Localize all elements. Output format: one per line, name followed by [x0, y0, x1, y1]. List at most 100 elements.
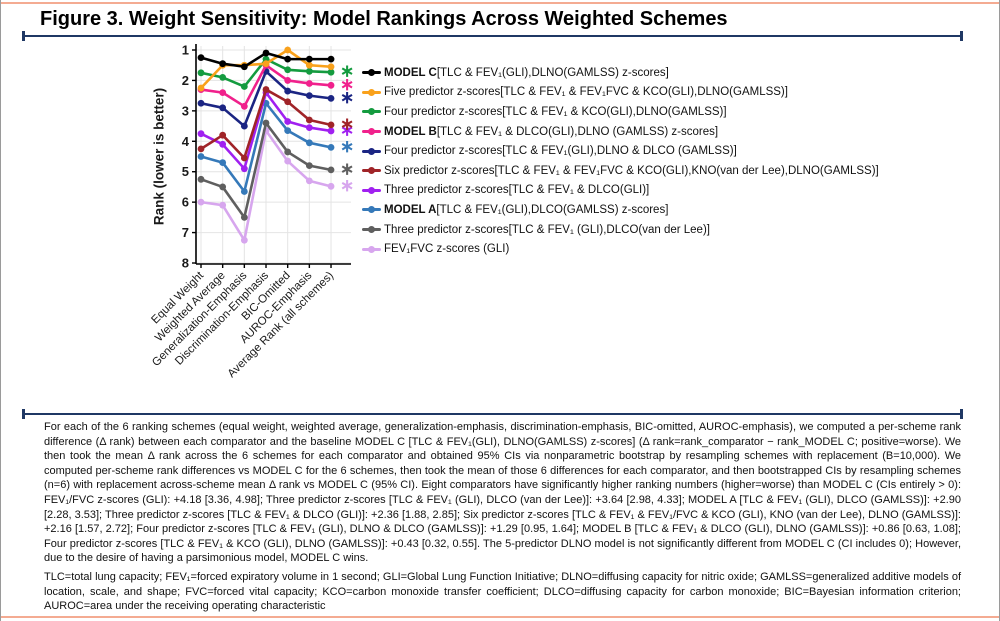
rule-endcap-icon	[960, 409, 963, 419]
data-point	[197, 175, 205, 183]
legend-model-name: MODEL A	[384, 203, 437, 216]
rank-line-chart: 1 2 3 4 5 6 7 8 Equal Weight Weighted Average Gene…	[145, 42, 380, 404]
rule-endcap-icon	[960, 31, 963, 41]
data-point	[240, 102, 248, 110]
data-point	[240, 236, 248, 244]
data-point	[219, 140, 227, 148]
legend-item: Three predictor z-scores[TLC & FEV₁ & DL…	[362, 181, 982, 201]
significance-asterisk: ∗	[340, 75, 354, 94]
y-tick-label: 2	[182, 73, 189, 88]
data-point	[305, 124, 313, 131]
data-point	[197, 145, 205, 153]
legend-label: Five predictor z-scores[TLC & FEV₁ & FEV…	[384, 86, 788, 99]
significance-asterisk: ∗	[340, 114, 354, 133]
y-tick-label: 3	[182, 103, 189, 118]
legend-label: [TLC & FEV₁ & DLCO(GLI),DLNO (GAMLSS) z-…	[436, 125, 719, 138]
data-point	[305, 139, 313, 147]
title-divider-rule	[22, 31, 963, 41]
legend-item: MODEL B [TLC & FEV₁ & DLCO(GLI),DLNO (GA…	[362, 122, 982, 142]
data-point	[219, 183, 227, 191]
data-point	[284, 118, 292, 125]
figure-title: Figure 3. Weight Sensitivity: Model Rank…	[40, 8, 728, 30]
legend-label: Six predictor z-scores[TLC & FEV₁ & FEV₁…	[384, 164, 879, 177]
data-point	[219, 60, 227, 68]
data-point	[197, 198, 205, 206]
data-point	[262, 86, 270, 93]
caption-abbreviations-text: TLC=total lung capacity; FEV₁=forced exp…	[44, 571, 961, 613]
y-tick-label: 6	[182, 195, 189, 210]
data-point	[305, 55, 313, 63]
legend-line-marker-icon	[362, 245, 381, 254]
legend-item: MODEL C [TLC & FEV₁(GLI),DLNO(GAMLSS) z-…	[362, 63, 982, 83]
data-point	[327, 81, 335, 89]
data-point	[240, 165, 248, 173]
legend-line-marker-icon	[362, 107, 381, 116]
data-point	[327, 127, 335, 135]
legend-item: Four predictor z-scores[TLC & FEV₁ & KCO…	[362, 102, 982, 122]
legend-model-name: MODEL B	[384, 125, 437, 138]
data-point	[305, 162, 313, 170]
legend-line-marker-icon	[362, 88, 381, 97]
significance-asterisk: ∗	[340, 176, 354, 195]
data-point	[219, 201, 227, 209]
data-point	[197, 130, 205, 138]
legend-item: Five predictor z-scores[TLC & FEV₁ & FEV…	[362, 83, 982, 103]
data-point	[284, 46, 292, 54]
legend-line-marker-icon	[362, 186, 381, 195]
data-point	[219, 73, 227, 81]
data-point	[327, 55, 335, 63]
bottom-border-line	[0, 616, 1000, 618]
data-point	[197, 84, 205, 92]
legend-line-marker-icon	[362, 68, 381, 77]
data-point	[219, 131, 227, 139]
data-point	[197, 99, 205, 107]
significance-asterisk: ∗	[340, 120, 354, 139]
legend-model-name: MODEL C	[384, 66, 437, 79]
y-tick-label: 7	[182, 225, 189, 240]
legend-label: Four predictor z-scores[TLC & FEV₁(GLI),…	[384, 145, 737, 158]
caption-divider-rule	[22, 409, 963, 419]
caption-methods-text: For each of the 6 ranking schemes (equal…	[44, 421, 961, 565]
data-point	[262, 60, 270, 68]
data-point	[219, 104, 227, 112]
data-point	[327, 68, 335, 76]
legend-label: [TLC & FEV₁(GLI),DLCO(GAMLSS) z-scores]	[436, 203, 669, 216]
data-point	[240, 154, 248, 162]
legend-label: Four predictor z-scores[TLC & FEV₁ & KCO…	[384, 105, 727, 118]
data-point	[284, 55, 292, 63]
legend-line-marker-icon	[362, 166, 381, 175]
data-point	[305, 67, 313, 75]
legend-line-marker-icon	[362, 127, 381, 136]
data-point	[327, 94, 335, 102]
data-point	[284, 148, 292, 156]
data-point	[240, 122, 248, 130]
significance-asterisk: ∗	[340, 62, 354, 81]
data-point	[197, 153, 205, 160]
data-point	[240, 188, 248, 195]
data-point	[305, 92, 313, 100]
data-point	[284, 66, 292, 74]
legend-item: Three predictor z-scores[TLC & FEV₁ (GLI…	[362, 220, 982, 240]
data-point	[284, 98, 292, 106]
y-axis-title: Rank (lower is better)	[151, 87, 167, 226]
y-tick-label: 1	[182, 43, 189, 58]
legend-item: FEV₁FVC z-scores (GLI)	[362, 239, 982, 259]
legend-item: Six predictor z-scores[TLC & FEV₁ & FEV₁…	[362, 161, 982, 181]
data-point	[262, 119, 270, 127]
data-point	[327, 166, 335, 174]
legend-label: [TLC & FEV₁(GLI),DLNO(GAMLSS) z-scores]	[436, 66, 669, 79]
data-point	[284, 157, 292, 165]
y-tick-label: 5	[182, 164, 189, 179]
legend-item: MODEL A [TLC & FEV₁(GLI),DLCO(GAMLSS) z-…	[362, 200, 982, 220]
data-point	[305, 80, 313, 87]
legend-label: FEV₁FVC z-scores (GLI)	[384, 243, 510, 256]
data-point	[327, 143, 335, 151]
data-point	[305, 61, 313, 69]
data-point	[240, 83, 248, 90]
legend-line-marker-icon	[362, 205, 381, 214]
data-point	[219, 159, 227, 166]
data-point	[327, 63, 335, 71]
y-tick-label: 4	[182, 134, 190, 149]
